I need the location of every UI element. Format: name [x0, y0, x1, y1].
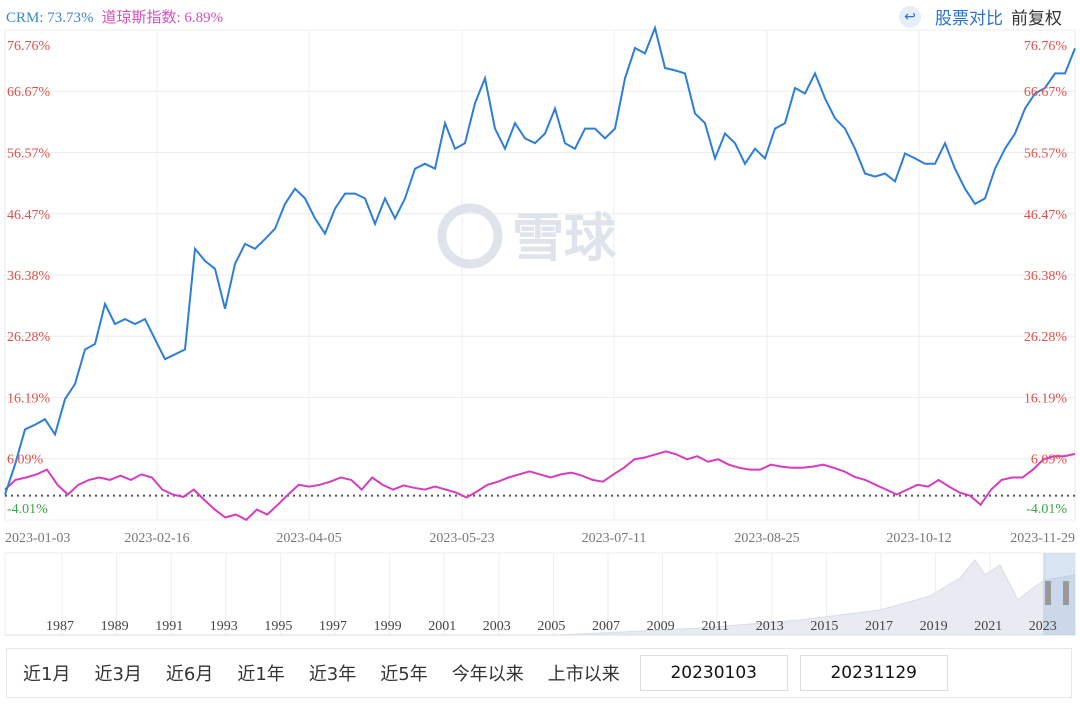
y-tick-right: 26.28% [1024, 330, 1068, 345]
stock-compare-button[interactable]: 股票对比 [935, 9, 1003, 29]
x-tick-label: 2023-04-05 [276, 531, 341, 546]
xueqiu-logo-icon [437, 203, 503, 269]
navigator-handle-right[interactable] [1063, 581, 1069, 605]
navigator-year-label: 2015 [810, 619, 838, 634]
series-line-crm [4, 24, 1076, 495]
y-tick-left: 46.47% [7, 208, 51, 223]
navigator[interactable]: 1987 1989 1991 1993 1995 1997 1999 2001 2003 2005… [4, 552, 1076, 636]
y-tick-right: 76.76% [1024, 39, 1068, 54]
range-1m[interactable]: 近1月 [23, 664, 71, 685]
navigator-year-label: 2003 [483, 619, 511, 634]
watermark-text: 雪球 [512, 209, 617, 269]
series-line-dow [4, 450, 1076, 522]
navigator-year-label: 2005 [537, 619, 565, 634]
navigator-year-label: 1993 [210, 619, 238, 634]
x-tick-label: 2023-07-11 [582, 531, 647, 546]
range-1y[interactable]: 近1年 [237, 664, 285, 685]
undo-arrow-icon[interactable]: ↩ [899, 5, 921, 28]
navigator-year-label: 1997 [319, 619, 347, 634]
x-tick-label: 2023-05-23 [429, 531, 494, 546]
grid [4, 29, 1076, 521]
navigator-year-label: 2007 [592, 619, 620, 634]
navigator-year-label: 2017 [865, 619, 893, 634]
y-tick-left: 16.19% [7, 391, 51, 406]
y-tick-left: 36.38% [7, 269, 51, 284]
y-tick-right: 36.38% [1024, 269, 1068, 284]
y-tick-right: 66.67% [1024, 85, 1068, 100]
x-tick-label: 2023-02-16 [124, 531, 189, 546]
range-ytd[interactable]: 今年以来 [451, 664, 524, 685]
y-tick-left: 76.76% [7, 39, 51, 54]
y-tick-right: 16.19% [1024, 391, 1068, 406]
navigator-year-label: 1999 [374, 619, 402, 634]
y-tick-left: 26.28% [7, 330, 51, 345]
watermark: 雪球 [437, 203, 617, 269]
y-tick-right: -4.01% [1026, 502, 1067, 517]
x-tick-label: 2023-11-29 [1010, 531, 1075, 546]
y-tick-right: 56.57% [1024, 146, 1068, 161]
navigator-year-label: 2013 [756, 619, 784, 634]
end-date-input[interactable]: 20231129 [799, 655, 948, 691]
range-5y[interactable]: 近5年 [380, 664, 428, 685]
navigator-year-label: 1991 [155, 619, 183, 634]
comparison-chart[interactable]: 雪球 76.76% 66.67% 56.57% 46.47% 36.38% 26.28% 1… [0, 0, 1080, 645]
x-tick-label: 2023-01-03 [5, 531, 70, 546]
range-since-ipo[interactable]: 上市以来 [547, 664, 620, 685]
legend: CRM: 73.73% 道琼斯指数: 6.89% [6, 6, 223, 27]
navigator-year-label: 1987 [46, 619, 74, 634]
y-tick-left: 56.57% [7, 146, 51, 161]
range-3y[interactable]: 近3年 [308, 664, 357, 685]
y-tick-left: 6.09% [7, 453, 44, 468]
range-6m[interactable]: 近6月 [165, 664, 214, 685]
forward-adjust-button[interactable]: 前复权 [1011, 9, 1062, 29]
navigator-year-label: 2001 [428, 619, 456, 634]
x-tick-label: 2023-08-25 [734, 531, 799, 546]
toolbar: ↩ 股票对比 前复权 [899, 4, 1062, 29]
navigator-year-label: 2023 [1029, 619, 1057, 634]
navigator-area [5, 559, 1076, 636]
y-tick-left: -4.01% [7, 502, 48, 517]
range-3m[interactable]: 近3月 [94, 664, 142, 685]
navigator-year-label: 2021 [974, 619, 1002, 634]
range-bar: 近1月 近3月 近6月 近1年 近3年 近5年 今年以来 上市以来 202301… [6, 648, 1072, 698]
legend-dow: 道琼斯指数: 6.89% [101, 10, 224, 26]
y-tick-right: 46.47% [1024, 208, 1068, 223]
navigator-year-label: 1989 [101, 619, 129, 634]
y-tick-left: 66.67% [7, 85, 51, 100]
y-tick-right: 6.09% [1031, 453, 1068, 468]
navigator-year-label: 2019 [920, 619, 948, 634]
navigator-year-label: 2011 [701, 619, 728, 634]
legend-crm: CRM: 73.73% [6, 10, 94, 26]
navigator-year-label: 1995 [264, 619, 292, 634]
navigator-handle-left[interactable] [1045, 581, 1051, 605]
navigator-year-label: 2009 [647, 619, 675, 634]
start-date-input[interactable]: 20230103 [639, 655, 788, 691]
x-tick-label: 2023-10-12 [886, 531, 951, 546]
